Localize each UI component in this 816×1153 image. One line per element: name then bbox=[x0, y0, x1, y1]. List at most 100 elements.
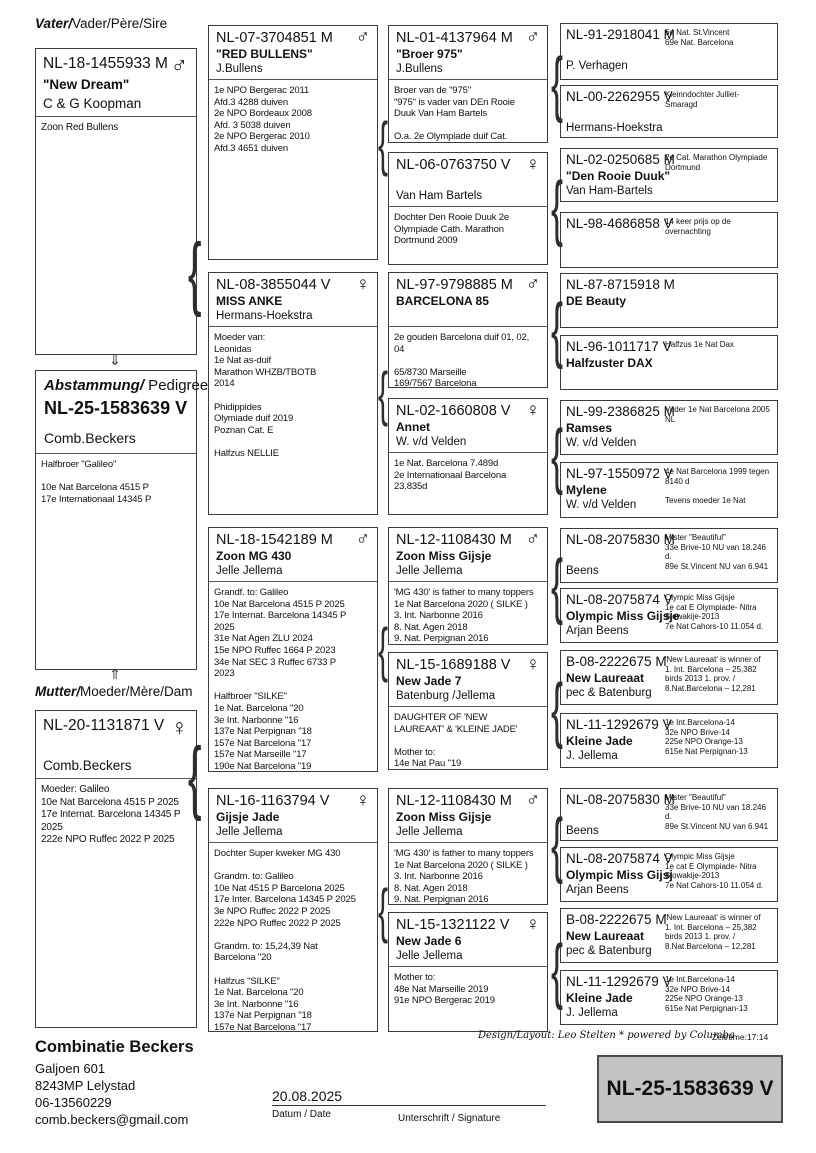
box-header: NL-18-1542189 M Zoon MG 430 Jelle Jellem… bbox=[209, 528, 377, 582]
design-credit: Design/Layout: Leo Stelten * powered by … bbox=[478, 1030, 735, 1041]
mother-box-header: NL-20-1131871 V Comb.Beckers ♀ bbox=[36, 711, 196, 779]
owner-name: Jelle Jellema bbox=[216, 826, 283, 838]
bird-name: Olympic Miss Gijsje bbox=[566, 609, 680, 623]
brace-connector: { bbox=[550, 931, 564, 1011]
date-field: 20.08.2025 bbox=[272, 1088, 546, 1106]
gen2-box-2: NL-08-3855044 V MISS ANKE Hermans-Hoekst… bbox=[208, 272, 378, 515]
gen4-box-16: NL-11-1292679 V Kleine Jade J. Jellema 1… bbox=[560, 970, 778, 1025]
breeder-name: Combinatie Beckers bbox=[35, 1038, 194, 1056]
ring-number: NL-97-1550972 V bbox=[566, 466, 673, 481]
ring-number: NL-16-1163794 V bbox=[216, 793, 330, 809]
date-label: Datum / Date bbox=[272, 1109, 331, 1120]
owner-name: Beens bbox=[566, 825, 599, 837]
male-icon: ♂ bbox=[525, 529, 540, 550]
box-header: NL-02-1660808 V Annet W. v/d Velden ♀ bbox=[389, 399, 547, 453]
owner-name: pec & Batenburg bbox=[566, 687, 652, 699]
brace-connector: { bbox=[550, 670, 564, 750]
achievements-note: 'New Laureaat' is winner of 1. Int. Barc… bbox=[665, 913, 761, 951]
ring-number: NL-87-8715918 M bbox=[566, 277, 675, 292]
achievements: Moeder: Galileo 10e Nat Barcelona 4515 P… bbox=[41, 784, 181, 845]
brace-connector: { bbox=[550, 805, 564, 885]
female-icon: ♀ bbox=[170, 714, 188, 740]
achievements: 'MG 430' is father to many toppers 1e Na… bbox=[394, 587, 534, 645]
achievements: Halfbroer "Galileo" 10e Nat Barcelona 45… bbox=[41, 459, 152, 505]
ring-number: NL-15-1321122 V bbox=[396, 917, 510, 933]
ring-number: NL-12-1108430 M bbox=[396, 793, 512, 809]
achievements-note: 4e Nat Barcelona 1999 tegen 8140 d Teven… bbox=[665, 467, 770, 505]
print-time: Zeit/time:17:14 bbox=[712, 1032, 769, 1042]
owner-name: Van Ham-Bartels bbox=[566, 185, 653, 197]
breeder-address-line: 8243MP Lelystad bbox=[35, 1078, 136, 1093]
owner-name: Van Ham Bartels bbox=[396, 190, 483, 202]
gen4-box-2: NL-00-2262955 V Hermans-Hoekstra Kleinnd… bbox=[560, 85, 778, 138]
achievements: Moeder van: Leonidas 1e Nat as-duif Mara… bbox=[214, 332, 317, 459]
brace-connector: { bbox=[377, 109, 389, 177]
bird-name: New Laureaat bbox=[566, 671, 645, 685]
gen2-box-4: NL-16-1163794 V Gijsje Jade Jelle Jellem… bbox=[208, 788, 378, 1033]
ring-number: NL-08-2075874 V bbox=[566, 851, 673, 866]
gen4-box-15: B-08-2222675 M New Laureaat pec & Batenb… bbox=[560, 908, 778, 963]
ring-number: B-08-2222675 M bbox=[566, 912, 667, 927]
breeder-phone: 06-13560229 bbox=[35, 1095, 112, 1110]
achievements: Mother to: 48e Nat Marseille 2019 91e NP… bbox=[394, 972, 495, 1007]
female-icon: ♀ bbox=[525, 914, 540, 935]
bird-name: Ramses bbox=[566, 421, 613, 435]
ring-number: NL-08-2075830 M bbox=[566, 532, 675, 547]
gen4-box-8: NL-97-1550972 V Mylene W. v/d Velden 4e … bbox=[560, 462, 778, 518]
achievements: Dochter Den Rooie Duuk 2e Olympiade Cath… bbox=[394, 212, 510, 247]
male-icon: ♂ bbox=[525, 27, 540, 48]
owner-name: Hermans-Hoekstra bbox=[566, 122, 663, 134]
box-header: NL-15-1321122 V New Jade 6 Jelle Jellema… bbox=[389, 913, 547, 967]
bird-name: DE Beauty bbox=[566, 294, 627, 308]
owner-name: Arjan Beens bbox=[566, 625, 629, 637]
ring-number: NL-99-2386825 M bbox=[566, 404, 675, 419]
ring-number: NL-20-1131871 V bbox=[43, 717, 165, 734]
brace-connector: { bbox=[377, 359, 389, 427]
gen4-box-13: NL-08-2075830 M Beens Mister "Beautiful"… bbox=[560, 788, 778, 841]
gen3-box-3: NL-97-9798885 M BARCELONA 85 ♂ 2e gouden… bbox=[388, 272, 548, 389]
achievements: 1e NPO Bergerac 2011 Afd.3 4288 duiven 2… bbox=[214, 85, 312, 154]
breeder-email: comb.beckers@gmail.com bbox=[35, 1112, 189, 1127]
brace-connector: { bbox=[550, 416, 564, 496]
ring-number: NL-18-1455933 M bbox=[43, 55, 168, 72]
ring-number: NL-15-1689188 V bbox=[396, 657, 511, 673]
ring-number: NL-98-4686858 V bbox=[566, 216, 673, 231]
ring-number: NL-02-1660808 V bbox=[396, 403, 511, 419]
bird-name: MISS ANKE bbox=[216, 294, 283, 308]
brace-connector: { bbox=[377, 876, 389, 944]
gen3-box-8: NL-15-1321122 V New Jade 6 Jelle Jellema… bbox=[388, 912, 548, 1032]
achievements: Broer van de "975" "975" is vader van DE… bbox=[394, 85, 515, 143]
gen4-box-6: NL-96-1011717 V Halfzuster DAX Halfzus 1… bbox=[560, 335, 778, 390]
achievements-note: Olympic Miss Gijsje 1e cat E Olympiade- … bbox=[665, 852, 764, 890]
bird-name: Kleine Jade bbox=[566, 991, 633, 1005]
achievements-note: 6e Nat. St.Vincent 69e Nat. Barcelona bbox=[665, 28, 734, 47]
up-arrow-icon: ⇑ bbox=[109, 666, 121, 682]
gen4-box-9: NL-08-2075830 M Beens Mister "Beautiful"… bbox=[560, 528, 778, 583]
achievements-note: Vader 1e Nat Barcelona 2005 NL bbox=[665, 405, 770, 424]
bird-name: Zoon Miss Gijsje bbox=[396, 810, 492, 824]
bird-name bbox=[43, 737, 189, 756]
ring-number: NL-01-4137964 M bbox=[396, 30, 513, 46]
bird-name: Gijsje Jade bbox=[216, 810, 280, 824]
bird-name: New Jade 6 bbox=[396, 934, 462, 948]
bird-name: Kleine Jade bbox=[566, 734, 633, 748]
ring-number: NL-08-2075830 M bbox=[566, 792, 675, 807]
ring-number: NL-02-0250685 M bbox=[566, 152, 675, 167]
owner-name: W. v/d Velden bbox=[396, 436, 467, 448]
achievements: 1e Nat. Barcelona 7.489d 2e Internationa… bbox=[394, 458, 507, 493]
achievements-note: Mister "Beautiful" 33e Brive-10 NU van 1… bbox=[665, 533, 769, 571]
male-icon: ♂ bbox=[355, 27, 370, 48]
ring-number: NL-08-2075874 V bbox=[566, 592, 673, 607]
owner-name: Jelle Jellema bbox=[396, 826, 463, 838]
achievements: Grandf. to: Galileo 10e Nat Barcelona 45… bbox=[214, 587, 347, 772]
gen2-box-3: NL-18-1542189 M Zoon MG 430 Jelle Jellem… bbox=[208, 527, 378, 772]
brace-connector: { bbox=[550, 44, 564, 124]
achievements: Dochter Super kweker MG 430 Grandm. to: … bbox=[214, 848, 356, 1033]
ring-number: NL-12-1108430 M bbox=[396, 532, 512, 548]
owner-name: J.Bullens bbox=[396, 63, 443, 75]
male-icon: ♂ bbox=[170, 52, 188, 78]
achievements: DAUGHTER OF 'NEW LAUREAAT' & 'KLEINE JAD… bbox=[394, 712, 518, 770]
owner-name: Jelle Jellema bbox=[396, 950, 463, 962]
down-arrow-icon: ⇓ bbox=[109, 352, 121, 368]
box-header: NL-08-3855044 V MISS ANKE Hermans-Hoekst… bbox=[209, 273, 377, 327]
